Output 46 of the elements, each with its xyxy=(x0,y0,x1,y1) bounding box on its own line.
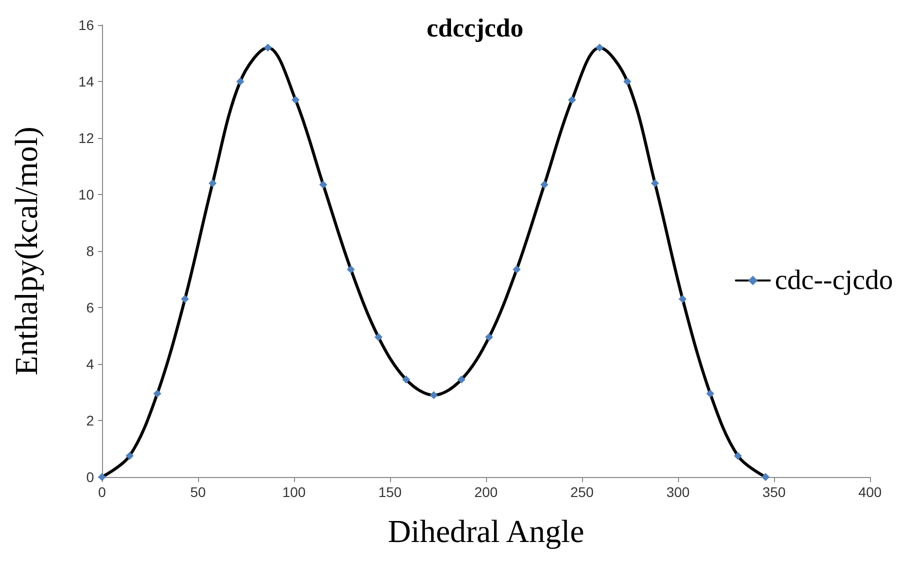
x-tick-label: 100 xyxy=(282,484,306,500)
point xyxy=(430,391,438,400)
point xyxy=(596,44,604,52)
point xyxy=(706,390,714,398)
point xyxy=(734,452,742,460)
point xyxy=(512,265,521,274)
y-tick-label: 2 xyxy=(86,412,94,428)
y-tick-label: 4 xyxy=(86,356,94,372)
x-tick-label: 50 xyxy=(190,484,206,500)
point xyxy=(180,295,189,304)
y-tick-label: 10 xyxy=(78,186,94,202)
x-tick-label: 250 xyxy=(570,484,594,500)
x-tick-label: 350 xyxy=(762,484,786,500)
y-axis-title: Enthalpy(kcal/mol) xyxy=(8,126,44,376)
y-tick-label: 16 xyxy=(78,17,94,33)
point xyxy=(374,333,382,342)
point xyxy=(126,452,134,460)
chart-title: cdccjcdo xyxy=(426,14,524,42)
point xyxy=(623,78,632,86)
point xyxy=(236,78,244,86)
point xyxy=(540,180,548,189)
point xyxy=(346,265,355,274)
x-axis-title: Dihedral Angle xyxy=(388,513,584,549)
legend-label: cdc--cjcdo xyxy=(774,265,893,296)
point xyxy=(678,295,687,304)
y-tick-label: 8 xyxy=(86,243,94,259)
y-tick-label: 14 xyxy=(78,74,94,90)
point xyxy=(568,96,576,104)
point xyxy=(762,473,770,481)
y-tick-label: 0 xyxy=(86,469,94,485)
x-tick-label: 0 xyxy=(98,484,106,500)
point xyxy=(292,96,300,104)
point xyxy=(457,376,466,384)
y-tick-label: 6 xyxy=(86,300,94,316)
y-tick-label: 12 xyxy=(78,130,94,146)
point xyxy=(264,44,272,52)
x-tick-label: 150 xyxy=(378,484,402,500)
x-tick-label: 300 xyxy=(666,484,690,500)
point xyxy=(153,390,162,398)
x-tick-label: 400 xyxy=(858,484,882,500)
point xyxy=(485,333,494,342)
point xyxy=(319,180,328,189)
point xyxy=(208,179,217,188)
point xyxy=(650,179,659,188)
x-tick-label: 200 xyxy=(474,484,498,500)
point xyxy=(402,376,410,384)
